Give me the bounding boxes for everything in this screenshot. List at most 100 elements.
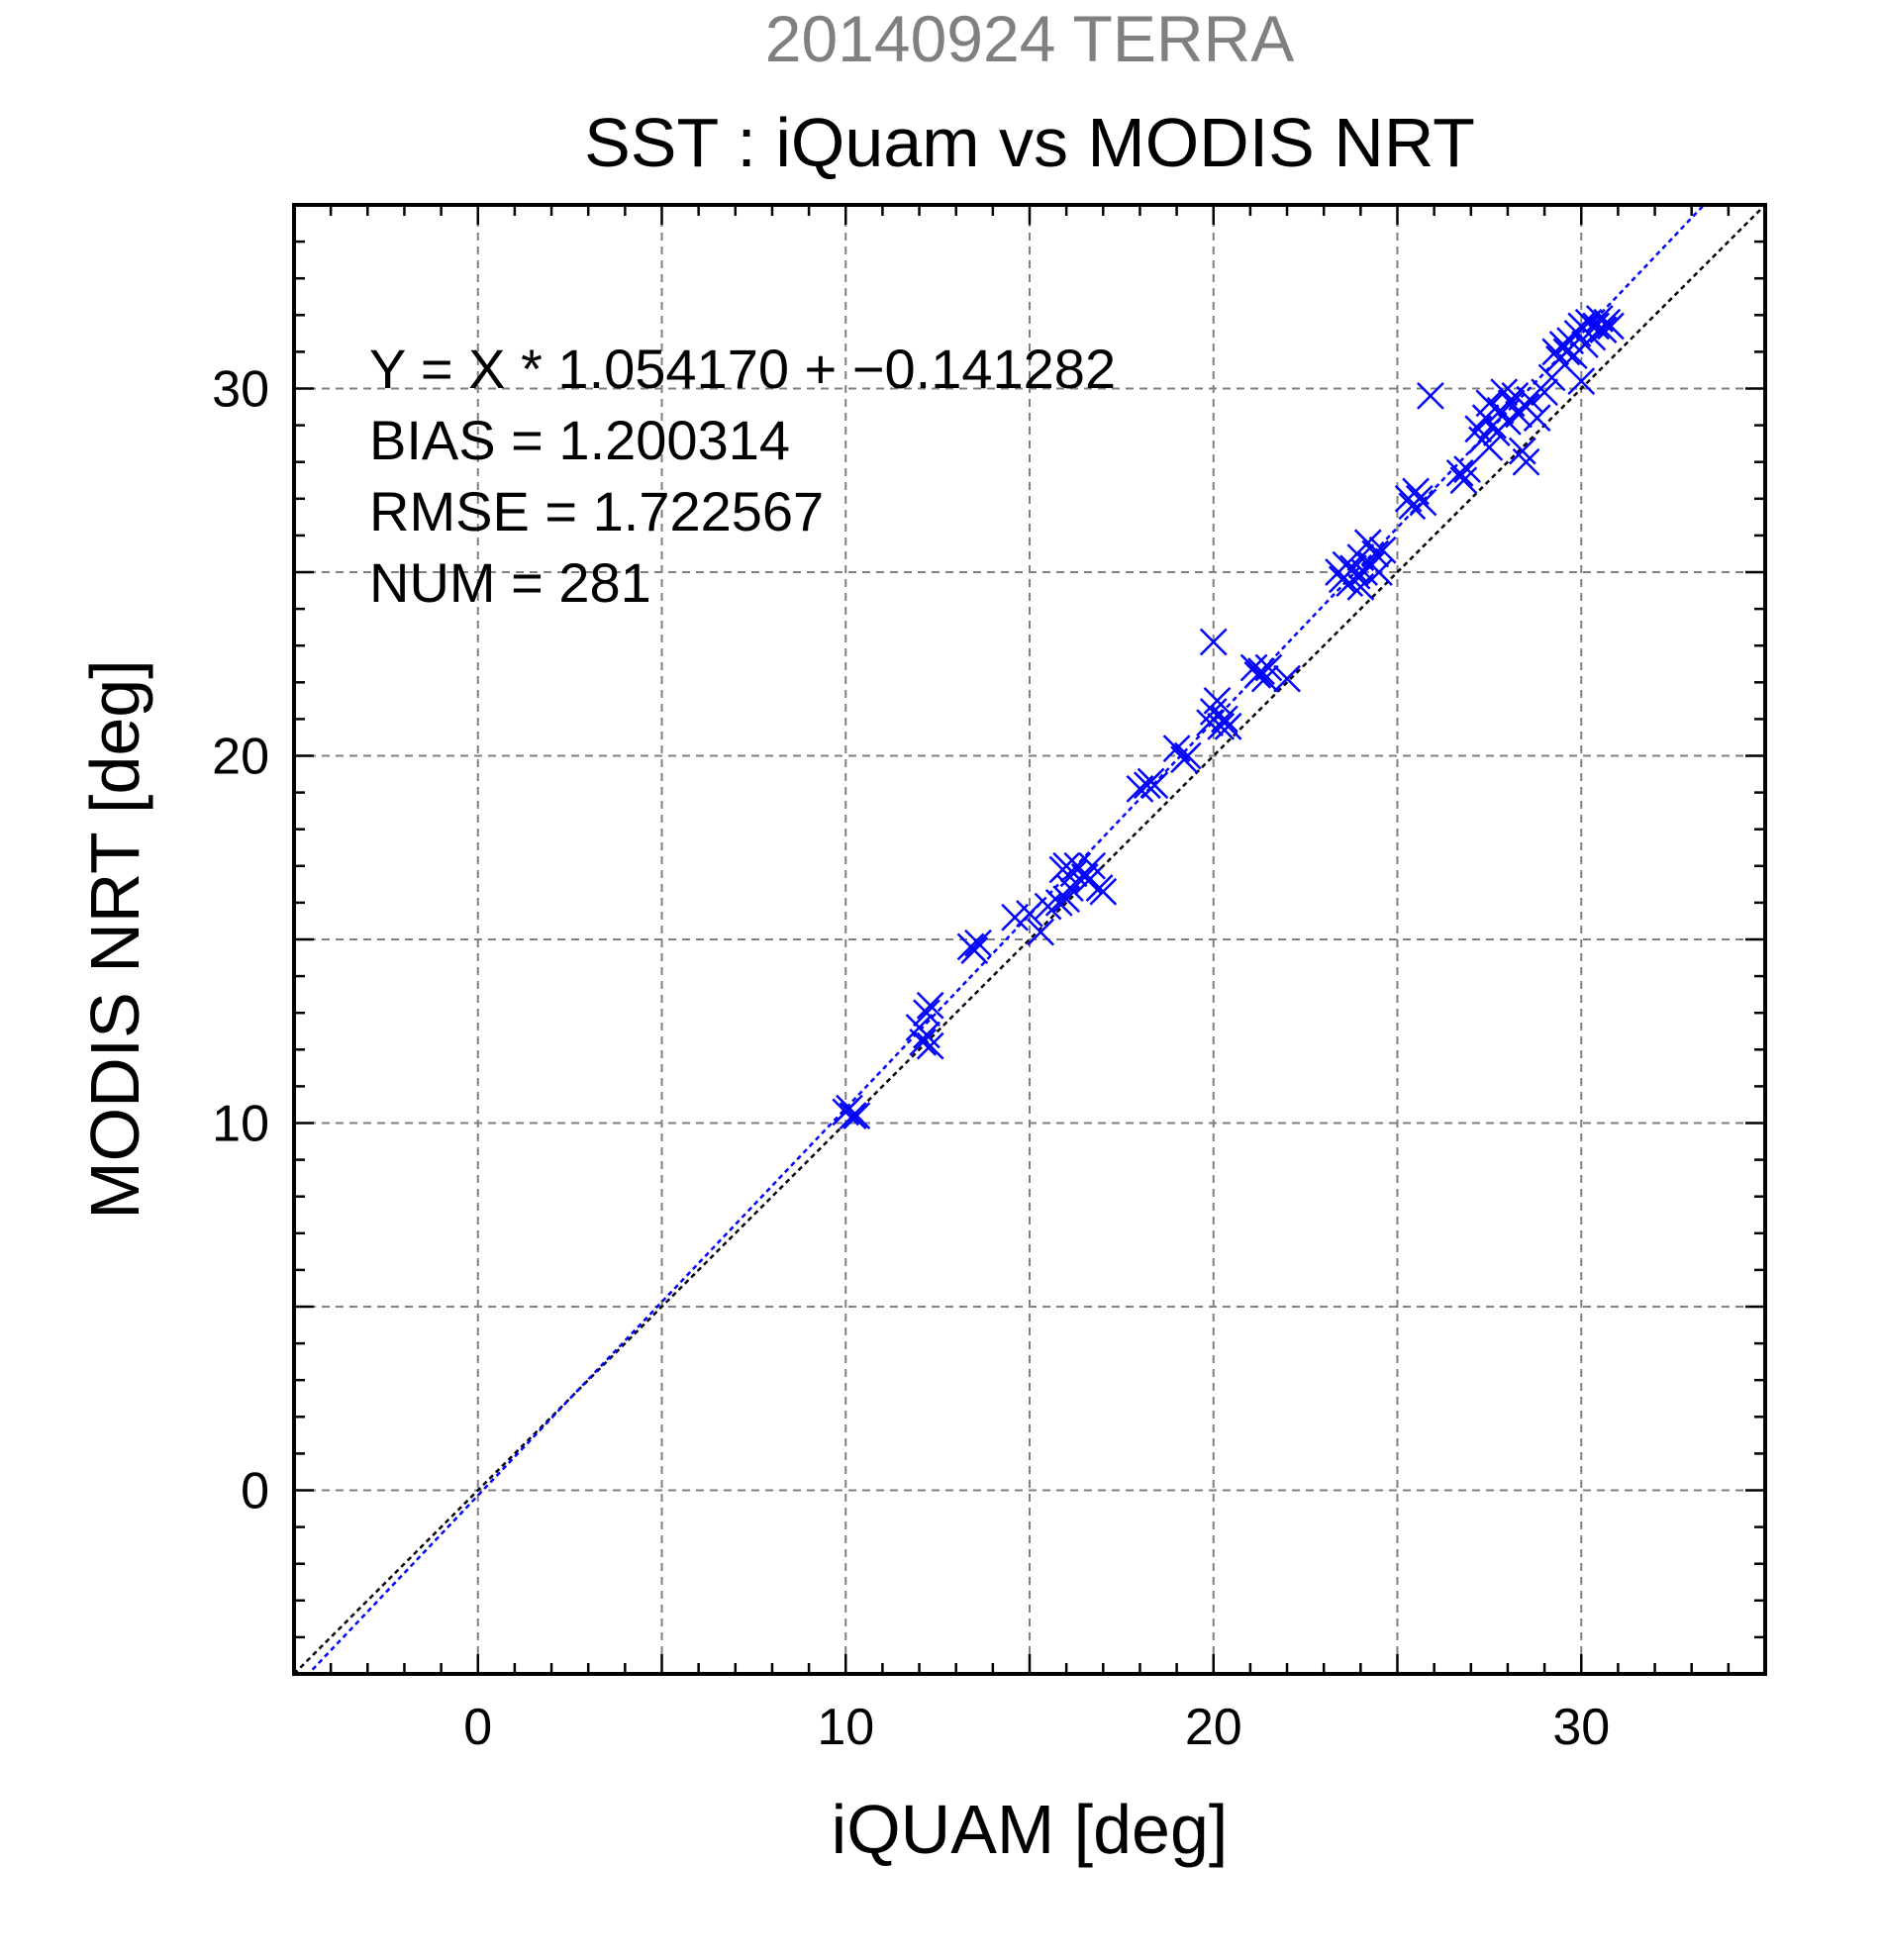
marker-stroke [1273, 664, 1301, 693]
x-axis-label: iQUAM [deg] [832, 1791, 1229, 1868]
marker-stroke [1497, 389, 1526, 418]
plot-frame [292, 203, 1767, 1676]
data-point [1552, 338, 1581, 366]
data-point [1034, 892, 1062, 921]
marker-stroke [1409, 488, 1437, 517]
data-point [839, 1102, 867, 1129]
stats-annotation: Y = X * 1.054170 + −0.141282 BIAS = 1.200… [369, 338, 1116, 614]
data-point [1445, 458, 1474, 487]
data-point [1173, 741, 1202, 770]
data-point [1531, 378, 1558, 407]
data-point [1453, 455, 1481, 484]
stats-line: BIAS = 1.200314 [369, 409, 790, 471]
data-point [1582, 312, 1610, 341]
data-point [1508, 437, 1536, 465]
marker-stroke [1490, 378, 1519, 407]
data-points [832, 305, 1625, 1129]
marker-stroke [1453, 455, 1481, 484]
marker-stroke [1034, 892, 1062, 921]
marker-stroke [1089, 877, 1118, 906]
marker-stroke [1508, 437, 1536, 465]
data-point [1368, 536, 1397, 564]
data-point [1016, 900, 1043, 928]
data-point [1052, 885, 1081, 914]
data-point [1044, 889, 1073, 917]
x-tick-label: 10 [817, 1699, 874, 1756]
y-tick-label: 20 [212, 729, 269, 786]
marker-stroke [1589, 316, 1618, 344]
marker-stroke [1552, 338, 1581, 366]
marker-stroke [1016, 900, 1043, 928]
chart-title: SST : iQuam vs MODIS NRT [584, 104, 1475, 181]
marker-stroke [1247, 657, 1275, 686]
marker-stroke [1449, 466, 1478, 495]
marker-stroke [1199, 628, 1228, 656]
marker-stroke [1162, 735, 1191, 762]
y-tick-label: 10 [212, 1096, 269, 1153]
marker-stroke [1173, 741, 1202, 770]
data-point [1567, 367, 1596, 395]
data-point [916, 991, 944, 1020]
marker-stroke [1445, 458, 1474, 487]
marker-stroke [1597, 312, 1625, 341]
marker-stroke [1537, 363, 1566, 392]
x-tick-label: 30 [1552, 1699, 1610, 1756]
data-point [1537, 363, 1566, 392]
grid [294, 205, 1765, 1674]
data-point [913, 999, 940, 1028]
data-point [1203, 686, 1232, 715]
marker-stroke [1250, 664, 1279, 693]
marker-stroke [1475, 433, 1504, 461]
data-point [964, 929, 992, 957]
marker-stroke [1078, 851, 1107, 880]
marker-stroke [1199, 698, 1228, 726]
data-point [1417, 382, 1444, 410]
data-point [1250, 664, 1279, 693]
marker-stroke [1523, 404, 1551, 433]
data-point [1273, 664, 1301, 693]
data-point [1059, 859, 1088, 888]
marker-stroke [913, 1021, 940, 1049]
data-point [1342, 561, 1371, 590]
tick-labels: 0 10 20 30 0 10 20 30 [212, 361, 1610, 1757]
stats-line: RMSE = 1.722567 [369, 480, 824, 542]
marker-stroke [1059, 859, 1088, 888]
data-point [1449, 466, 1478, 495]
data-point [1361, 539, 1390, 568]
marker-stroke [1052, 885, 1081, 914]
marker-stroke [1211, 705, 1238, 734]
marker-stroke [1140, 771, 1169, 800]
stats-line: NUM = 281 [369, 551, 651, 614]
y-axis-label: MODIS NRT [deg] [76, 659, 153, 1219]
data-point [1254, 653, 1283, 682]
data-point [1523, 404, 1551, 433]
data-point [842, 1102, 871, 1129]
data-point [1409, 488, 1437, 517]
marker-stroke [1417, 382, 1444, 410]
marker-stroke [1203, 686, 1232, 715]
marker-stroke [1214, 712, 1242, 740]
marker-stroke [842, 1102, 871, 1129]
marker-stroke [839, 1102, 867, 1129]
marker-stroke [1365, 558, 1393, 586]
data-point [1199, 628, 1228, 656]
marker-stroke [1567, 367, 1596, 395]
y-tick-label: 0 [241, 1463, 269, 1520]
marker-stroke [1582, 312, 1610, 341]
stats-line: Y = X * 1.054170 + −0.141282 [369, 338, 1116, 400]
data-point [1516, 385, 1544, 414]
chart-supertitle: 20140924 TERRA [765, 2, 1294, 75]
data-point [1512, 447, 1540, 476]
marker-stroke [1063, 851, 1092, 880]
marker-stroke [1027, 918, 1055, 946]
marker-stroke [1254, 653, 1283, 682]
data-point [1589, 316, 1618, 344]
marker-stroke [1402, 477, 1430, 506]
data-point [1214, 712, 1242, 740]
data-point [1207, 712, 1236, 740]
data-point [913, 1021, 940, 1049]
marker-stroke [1342, 561, 1371, 590]
data-point [1140, 771, 1169, 800]
data-point [1089, 877, 1118, 906]
marker-stroke [1207, 712, 1236, 740]
